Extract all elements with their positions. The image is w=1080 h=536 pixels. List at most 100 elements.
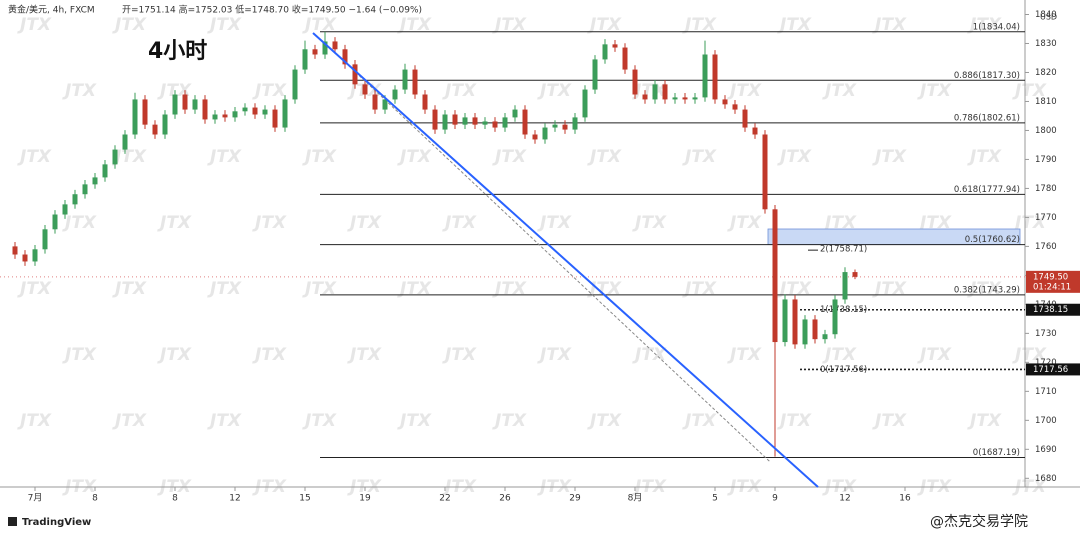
candle-body	[712, 54, 718, 100]
price-tag-label: 1749.50	[1033, 272, 1068, 282]
watermark: JTX	[17, 147, 52, 167]
watermark: JTX	[872, 15, 907, 35]
candle-body	[152, 124, 158, 135]
candle-body	[472, 117, 478, 125]
logo	[8, 517, 17, 526]
y-tick-label: 1820	[1035, 68, 1057, 78]
watermark: JTX	[822, 213, 857, 233]
watermark: JTX	[207, 15, 242, 35]
watermark: JTX	[917, 81, 952, 101]
watermark: JTX	[252, 345, 287, 365]
watermark: JTX	[302, 411, 337, 431]
candle-body	[232, 111, 238, 118]
watermark: JTX	[917, 345, 952, 365]
watermark: JTX	[967, 411, 1002, 431]
watermark: JTX	[537, 81, 572, 101]
y-tick-label: 1810	[1035, 97, 1057, 107]
watermark: JTX	[17, 411, 52, 431]
watermark: JTX	[492, 411, 527, 431]
candle-body	[752, 127, 758, 135]
candle-body	[192, 99, 198, 110]
symbol: 黄金/美元, 4h, FXCM	[8, 4, 95, 16]
watermark: JTX	[397, 147, 432, 167]
candle-body	[202, 99, 208, 120]
watermark: JTX	[112, 411, 147, 431]
trendline	[312, 32, 819, 488]
candle-body	[392, 89, 398, 100]
candle-body	[822, 334, 828, 340]
y-tick-label: 1700	[1035, 416, 1057, 426]
candle-body	[262, 109, 268, 115]
watermark: JTX	[302, 147, 337, 167]
watermark: JTX	[207, 147, 242, 167]
candle-body	[732, 104, 738, 110]
watermark: JTX	[822, 345, 857, 365]
x-tick-label: 22	[439, 494, 450, 504]
y-tick-label: 1720	[1035, 358, 1057, 368]
candle-body	[852, 272, 858, 277]
candle-body	[542, 127, 548, 140]
fib-label: 0.382(1743.29)	[954, 285, 1020, 295]
watermark: JTX	[917, 213, 952, 233]
candle-body	[582, 89, 588, 118]
watermark: JTX	[492, 279, 527, 299]
candle-body	[372, 94, 378, 110]
x-tick-label: 9	[772, 494, 778, 504]
candle-body	[842, 272, 848, 300]
candle-body	[172, 94, 178, 115]
watermark: JTX	[682, 411, 717, 431]
watermark: JTX	[967, 15, 1002, 35]
x-tick-label: 16	[899, 494, 911, 504]
candle-body	[402, 69, 408, 90]
watermark: JTX	[587, 15, 622, 35]
x-tick-label: 12	[229, 494, 240, 504]
candle-body	[622, 47, 628, 70]
watermark: JTX	[537, 345, 572, 365]
fib-label: 0.618(1777.94)	[954, 185, 1020, 195]
watermark: JTX	[1012, 81, 1047, 101]
y-tick-label: 1760	[1035, 242, 1057, 252]
watermark: JTX	[682, 279, 717, 299]
x-tick-label: 29	[569, 494, 581, 504]
candle-body	[282, 99, 288, 128]
watermark: JTX	[682, 147, 717, 167]
watermark: JTX	[632, 345, 667, 365]
watermark: JTX	[302, 15, 337, 35]
candle-body	[792, 299, 798, 345]
candle-body	[142, 99, 148, 125]
candle-body	[92, 177, 98, 185]
watermark: JTX	[397, 15, 432, 35]
candle-body	[832, 299, 838, 335]
price-tag-countdown: 01:24:11	[1033, 282, 1071, 292]
candle-body	[662, 84, 668, 100]
candle-body	[432, 109, 438, 130]
watermark: JTX	[632, 81, 667, 101]
candle-body	[422, 94, 428, 110]
candle-body	[242, 107, 248, 112]
credit: @杰克交易学院	[930, 513, 1028, 530]
candle-body	[652, 84, 658, 100]
price-tag	[1026, 270, 1080, 293]
watermark: JTX	[442, 213, 477, 233]
y-tick-label: 1840	[1035, 10, 1057, 20]
candle-body	[302, 49, 308, 70]
footer: TradingView	[22, 517, 91, 528]
watermark: JTX	[252, 81, 287, 101]
y-tick-label: 1730	[1035, 329, 1057, 339]
candle-body	[382, 99, 388, 110]
candle-body	[62, 204, 68, 215]
candle-body	[772, 209, 778, 343]
candle-body	[112, 149, 118, 165]
watermark: JTX	[587, 411, 622, 431]
watermark: JTX	[157, 213, 192, 233]
watermark: JTX	[777, 411, 812, 431]
x-tick-label: 5	[712, 494, 718, 504]
watermark: JTX	[1012, 345, 1047, 365]
watermark: JTX	[872, 279, 907, 299]
guide-line	[329, 47, 771, 463]
watermark: JTX	[1012, 213, 1047, 233]
candle-body	[812, 319, 818, 340]
candle-body	[292, 69, 298, 100]
candle-body	[332, 41, 338, 50]
